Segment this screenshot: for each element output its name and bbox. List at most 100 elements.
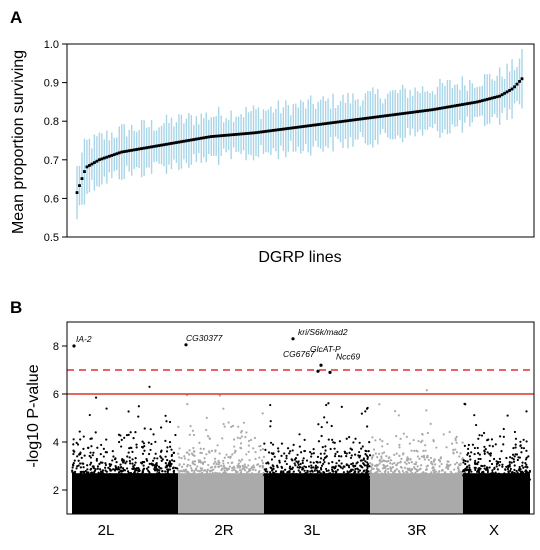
panel-b-point: [115, 473, 118, 476]
panel-b-point: [264, 448, 267, 451]
panel-b-point: [112, 468, 115, 471]
panel-b-point: [502, 435, 505, 438]
panel-b-point: [89, 463, 92, 466]
panel-b-point: [239, 442, 243, 445]
panel-b-point: [172, 451, 175, 454]
panel-a-point: [436, 107, 439, 111]
panel-b-point: [181, 470, 184, 473]
panel-b-point: [378, 403, 381, 406]
panel-b-point: [294, 474, 297, 477]
panel-b-gene-label: CG6767: [283, 349, 315, 359]
panel-a-point: [165, 142, 168, 146]
panel-a-point: [219, 134, 223, 138]
panel-b-point: [186, 477, 189, 480]
panel-a-point: [264, 129, 268, 133]
panel-a-point: [336, 120, 340, 124]
panel-b-point: [416, 465, 419, 468]
panel-b-point: [76, 443, 80, 446]
panel-b-point: [493, 466, 496, 469]
panel-b-point: [310, 466, 313, 469]
panel-b-point: [459, 478, 462, 481]
panel-b-point: [433, 458, 436, 461]
panel-a-point: [301, 125, 305, 128]
panel-a-point: [314, 123, 318, 127]
panel-b-point: [465, 476, 468, 479]
panel-b-point: [423, 477, 426, 480]
panel-a-point: [212, 134, 216, 138]
panel-b-point: [226, 478, 229, 481]
panel-b-point: [210, 474, 213, 477]
panel-b-point: [199, 467, 202, 470]
panel-b-point: [492, 478, 495, 481]
panel-a-point: [257, 130, 260, 134]
panel-b-point: [177, 425, 180, 428]
panel-b-point: [323, 452, 326, 455]
panel-b-point: [413, 478, 416, 481]
panel-b-point: [96, 476, 99, 480]
panel-b-point: [475, 476, 478, 479]
panel-b-point: [331, 438, 334, 441]
panel-b-point: [509, 469, 512, 472]
panel-a-point: [455, 103, 459, 107]
panel-b-point: [521, 464, 524, 467]
panel-b-point: [156, 472, 159, 475]
panel-b-point: [341, 475, 344, 478]
panel-b-point: [170, 448, 173, 451]
panel-b-point: [393, 472, 396, 475]
panel-b-plot-frame: [66, 321, 535, 515]
panel-a-point: [513, 85, 516, 89]
panel-b-point: [321, 478, 324, 481]
panel-b-point: [319, 466, 323, 470]
panel-b-point: [164, 414, 167, 417]
panel-b-point: [528, 478, 532, 481]
panel-b-point: [387, 456, 390, 460]
panel-b-point: [108, 478, 111, 481]
panel-b-point: [478, 479, 481, 482]
panel-b-point: [319, 457, 323, 460]
panel-b-point: [212, 473, 215, 476]
panel-b-point: [169, 464, 172, 467]
panel-a-x-axis-title: DGRP lines: [258, 249, 341, 266]
panel-b-point: [403, 461, 407, 464]
panel-b-point: [203, 460, 206, 463]
panel-b-point: [485, 466, 489, 469]
panel-b-point: [72, 443, 75, 446]
panel-b-point: [263, 442, 266, 445]
panel-b-y-tick-label: 6: [53, 389, 59, 401]
panel-b-point: [411, 472, 414, 475]
panel-b-label: B: [10, 298, 22, 317]
panel-a-point: [242, 132, 245, 136]
panel-b-point: [406, 473, 409, 476]
panel-b-point: [279, 478, 283, 481]
panel-b-point: [389, 467, 392, 471]
panel-b-point: [480, 478, 484, 482]
panel-b-point: [154, 440, 157, 443]
panel-b-point: [131, 475, 134, 478]
panel-a-point: [97, 158, 101, 162]
panel-b-point: [92, 466, 95, 469]
panel-b-point: [414, 471, 417, 474]
panel-b-point: [425, 468, 428, 471]
panel-b-point: [345, 437, 348, 440]
panel-a-point: [306, 124, 310, 128]
panel-b-point: [438, 465, 441, 468]
panel-b-point: [261, 464, 264, 467]
panel-b-point: [525, 449, 528, 452]
panel-b-point: [508, 474, 511, 477]
panel-b-point: [146, 478, 149, 481]
panel-a-point: [418, 109, 422, 113]
panel-a-point: [413, 110, 417, 114]
panel-b-point: [282, 478, 285, 481]
panel-b-point: [375, 478, 378, 482]
panel-b-point: [207, 450, 211, 453]
panel-b-point: [304, 465, 308, 469]
panel-b-point: [393, 479, 396, 482]
panel-b-point: [408, 442, 411, 445]
panel-b-point: [417, 439, 420, 443]
panel-b-point: [453, 463, 457, 466]
panel-b-point: [284, 473, 287, 476]
panel-b-point: [270, 458, 274, 461]
panel-b-point: [124, 462, 127, 465]
panel-b-point: [105, 470, 108, 473]
panel-b-point: [82, 435, 85, 438]
